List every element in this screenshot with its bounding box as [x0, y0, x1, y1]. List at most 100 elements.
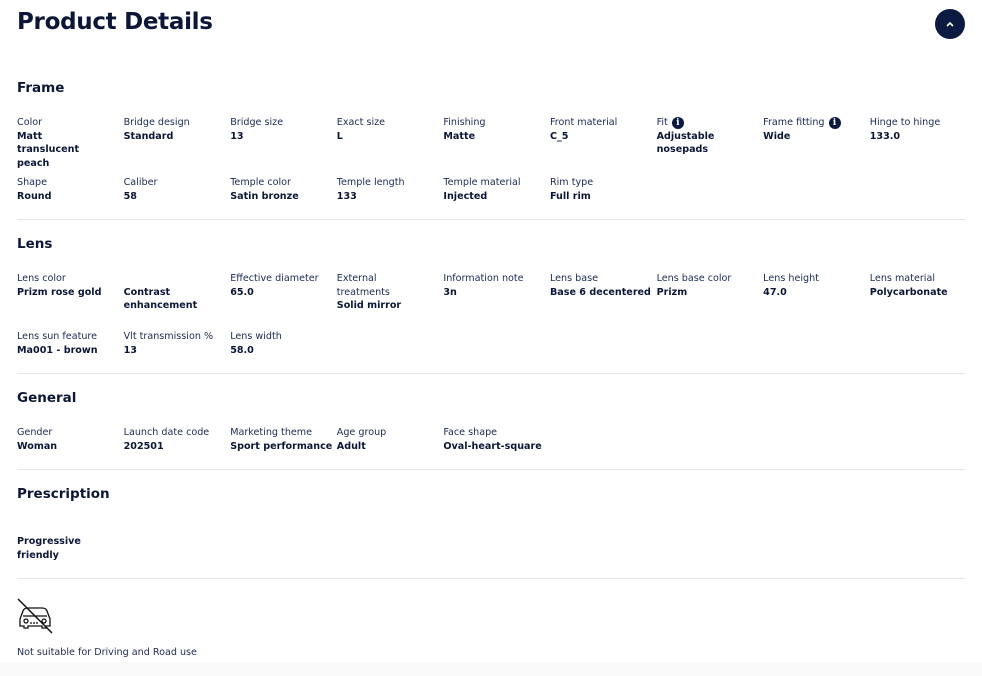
attribute-value: 47.0: [763, 286, 787, 298]
attribute-value: 3n: [443, 286, 457, 298]
attribute-item: Temple material Injected: [443, 176, 550, 203]
attribute-row: Shape Round Caliber 58 Temple color Satin bro…: [17, 176, 976, 203]
no-driving-car-icon: [17, 598, 53, 634]
attribute-label-wrap: Temple material: [443, 176, 550, 190]
attribute-label-wrap: Launch date code: [124, 426, 231, 440]
attribute-label: Fit: [656, 117, 668, 128]
attribute-label: Exact size: [336, 117, 386, 128]
attribute-item: Caliber 58: [124, 176, 231, 203]
attribute-value: Oval-heart-square: [443, 440, 542, 452]
attribute-item: Front material C_5: [550, 116, 657, 170]
attribute-row: Progressive friendly: [17, 535, 976, 562]
section-prescription: Prescription Progressive friendly: [17, 486, 965, 561]
attribute-value: 58: [123, 190, 137, 202]
attribute-label: Bridge size: [230, 117, 284, 128]
attribute-label: Age group: [336, 427, 387, 438]
collapse-button[interactable]: [935, 9, 965, 39]
attribute-label: Temple color: [230, 177, 291, 188]
attribute-label: Lens material: [869, 273, 935, 284]
attribute-label: Lens base color: [656, 273, 732, 284]
attribute-value: Base 6 decentered: [549, 286, 651, 298]
attribute-item: Information note 3n: [443, 272, 550, 313]
attribute-value: Matt translucent peach: [17, 130, 80, 169]
attribute-label-wrap: Fit i: [657, 116, 764, 130]
attribute-item: Exact size L: [337, 116, 444, 170]
attribute-label-wrap: Information note: [443, 272, 550, 286]
attribute-label: Bridge design: [123, 117, 190, 128]
section-lens: Lens Lens color Prizm rose gold Contrast en…: [17, 236, 965, 356]
attribute-item: Marketing theme Sport performance: [230, 426, 337, 453]
attribute-label-wrap: Marketing theme: [230, 426, 337, 440]
attribute-item: Face shape Oval-heart-square: [443, 426, 550, 453]
attribute-value: C_5: [549, 130, 569, 142]
attribute-label-wrap: Frame fitting i: [763, 116, 870, 130]
attribute-label: Finishing: [443, 117, 486, 128]
attribute-item: Effective diameter 65.0: [230, 272, 337, 313]
attribute-label-wrap: Gender: [17, 426, 124, 440]
attribute-value: 13: [230, 130, 244, 142]
attribute-value: Full rim: [549, 190, 591, 202]
attribute-label: Face shape: [443, 427, 498, 438]
page-title: Product Details: [17, 9, 213, 35]
attribute-value: Injected: [443, 190, 488, 202]
attribute-label: Information note: [443, 273, 524, 284]
attribute-value: Adjustable nosepads: [656, 130, 715, 156]
attribute-label-wrap: Finishing: [443, 116, 550, 130]
attribute-label: External treatments: [336, 273, 390, 298]
section-frame: Frame Color Matt translucent peach Bridge d…: [17, 80, 965, 202]
section-title: Prescription: [17, 486, 110, 502]
section-divider: [17, 219, 965, 220]
attribute-item: Age group Adult: [337, 426, 444, 453]
attribute-item: Vlt transmission % 13: [124, 330, 231, 357]
attribute-item: Lens color Prizm rose gold: [17, 272, 124, 313]
section-divider: [17, 578, 965, 579]
chevron-up-icon: [946, 21, 954, 27]
attribute-label-wrap: Shape: [17, 176, 124, 190]
attribute-item: Lens base color Prizm: [657, 272, 764, 313]
attribute-label-wrap: [124, 272, 231, 286]
attribute-label-wrap: Temple color: [230, 176, 337, 190]
attribute-label: Gender: [17, 427, 53, 438]
attribute-row: Lens color Prizm rose gold Contrast enhanc…: [17, 272, 976, 313]
attribute-label-wrap: Lens sun feature: [17, 330, 124, 344]
attribute-item: External treatments Solid mirror: [337, 272, 444, 313]
attribute-label-wrap: Rim type: [550, 176, 657, 190]
attribute-value: Progressive friendly: [17, 536, 81, 561]
attribute-value: Wide: [763, 130, 791, 142]
attribute-value: 133.0: [869, 130, 901, 142]
attribute-value: Round: [17, 190, 52, 202]
section-title: Frame: [17, 80, 65, 96]
attribute-value: Polycarbonate: [869, 286, 948, 298]
attribute-item: Frame fitting i Wide: [763, 116, 870, 170]
attribute-label-wrap: Color: [17, 116, 124, 130]
attribute-value: Standard: [123, 130, 174, 142]
attribute-row: Gender Woman Launch date code 202501 Marketi…: [17, 426, 976, 453]
attribute-label-wrap: Vlt transmission %: [124, 330, 231, 344]
attribute-value: 133: [336, 190, 357, 202]
attribute-value: 65.0: [230, 286, 254, 298]
attribute-label: Rim type: [549, 177, 594, 188]
attribute-label: Effective diameter: [230, 273, 319, 284]
info-icon[interactable]: i: [671, 116, 684, 129]
driving-warning-text: Not suitable for Driving and Road use: [17, 647, 197, 658]
attribute-item: Bridge design Standard: [124, 116, 231, 170]
attribute-item: Progressive friendly: [17, 535, 124, 562]
attribute-label-wrap: Lens base: [550, 272, 657, 286]
attribute-label: Lens width: [230, 331, 282, 342]
attribute-label-wrap: Temple length: [337, 176, 444, 190]
attribute-label: Color: [17, 117, 43, 128]
info-icon[interactable]: i: [828, 116, 841, 129]
attribute-label: Temple length: [336, 177, 405, 188]
attribute-item: Shape Round: [17, 176, 124, 203]
section-title: General: [17, 390, 77, 406]
attribute-value: 202501: [123, 440, 164, 452]
attribute-label-wrap: Effective diameter: [230, 272, 337, 286]
attribute-label-wrap: Lens material: [870, 272, 977, 286]
attribute-value: Ma001 - brown: [17, 344, 98, 356]
attribute-label: Lens color: [17, 273, 66, 284]
attribute-label: Launch date code: [123, 427, 210, 438]
attribute-value: Matte: [443, 130, 476, 142]
attribute-value: Contrast enhancement: [123, 286, 198, 312]
attribute-item: Lens base Base 6 decentered: [550, 272, 657, 313]
attribute-value: Adult: [336, 440, 366, 452]
